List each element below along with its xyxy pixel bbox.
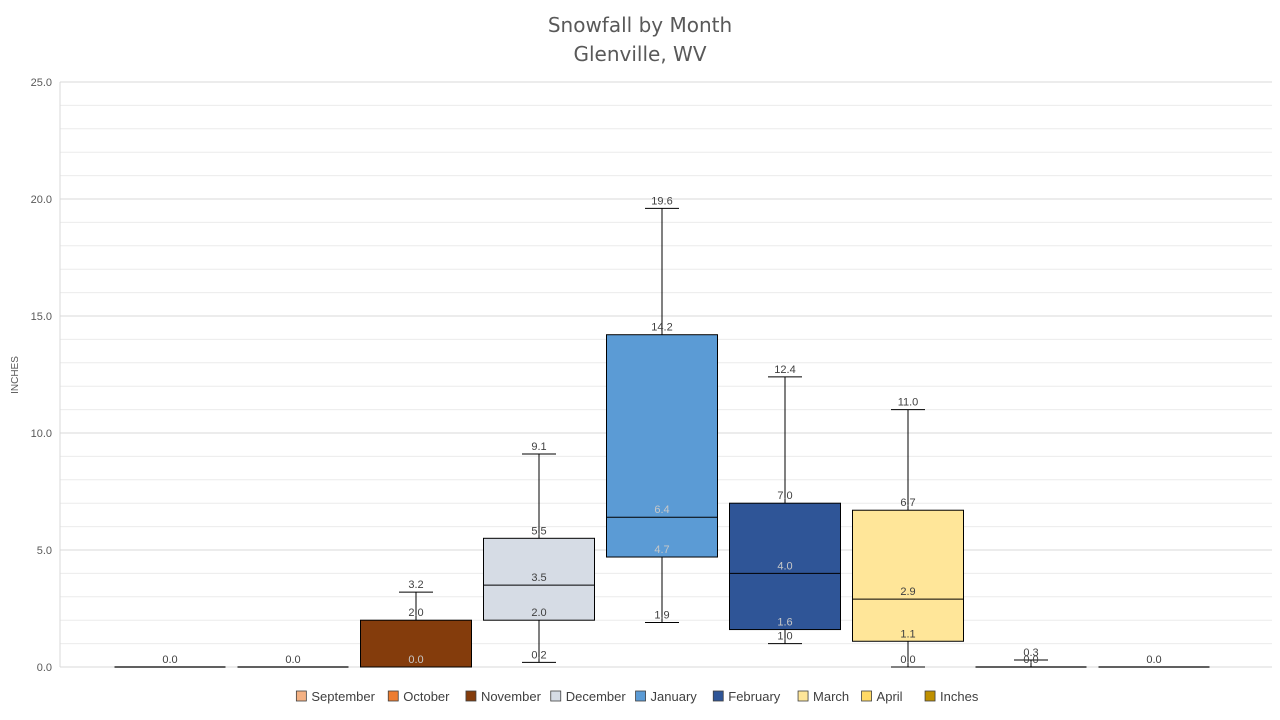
legend-item-april: April [861,689,903,704]
legend-label: March [813,689,849,704]
data-label: 2.0 [408,607,423,619]
data-label: 1.6 [777,617,792,629]
y-tick-label: 5.0 [37,545,52,557]
legend-swatch [465,690,477,702]
y-tick-label: 10.0 [31,428,52,440]
data-label: 7.0 [777,490,792,502]
chart-title: Snowfall by Month [548,13,732,37]
data-label: 1.9 [654,610,669,622]
data-label: 0.0 [162,654,177,666]
y-tick-label: 0.0 [37,662,52,674]
legend-swatch [861,690,872,702]
legend-item-october: October [387,689,450,704]
legend-item-september: September [295,689,376,704]
legend-item-february: February [712,689,781,704]
legend-label: December [566,689,627,704]
data-label: 3.2 [408,579,423,591]
data-label: 3.5 [531,572,546,584]
y-tick-label: 15.0 [31,311,52,323]
data-label: 2.9 [900,586,915,598]
legend-label: Inches [940,689,979,704]
data-label: 14.2 [651,322,672,334]
legend-swatch [712,690,724,702]
data-label: 0.0 [900,654,915,666]
legend-label: April [877,689,903,704]
data-label: 5.5 [531,525,546,537]
data-label: 0.2 [531,649,546,661]
box-january [606,207,718,624]
legend-swatch [387,690,399,702]
legend-item-march: March [797,689,849,704]
legend-item-inches: Inches [924,689,979,704]
box-february [729,376,841,645]
y-axis-label: INCHES [10,356,21,394]
data-labels: 0.0 0.0 3.2 2.0 0.0 9.1 5.5 3.5 2.0 0.2 19.6 14.2 6.… [162,195,1161,666]
data-label: 2.0 [531,607,546,619]
legend-label: February [728,689,781,704]
box-december [483,453,595,663]
data-label: 1.0 [777,631,792,643]
legend-swatch [797,690,809,702]
data-label: 0.0 [1146,654,1161,666]
legend-label: November [481,689,542,704]
data-label: 4.7 [654,544,669,556]
box-iqr [852,509,964,642]
data-label: 11.0 [898,397,919,409]
legend-swatch [550,690,562,702]
legend-item-december: December [550,689,627,704]
box-iqr [729,502,841,631]
box-april [975,659,1087,668]
data-label: 0.0 [408,654,423,666]
data-label: 12.4 [774,364,795,376]
chart-subtitle: Glenville, WV [573,42,706,66]
data-label: 6.7 [900,497,915,509]
legend-swatch [295,690,307,702]
legend-swatch [924,690,936,702]
data-label: 0.0 [1023,654,1038,666]
box-november [360,591,472,668]
data-label: 6.4 [654,504,669,516]
box-series [114,207,1210,668]
data-label: 9.1 [531,441,546,453]
y-tick-label: 25.0 [31,77,52,89]
y-axis-ticks: 0.0 5.0 10.0 15.0 20.0 25.0 [31,77,52,674]
legend-item-january: January [635,689,698,704]
box-iqr [360,619,472,668]
data-label: 19.6 [651,195,672,207]
data-label: 0.3 [1023,647,1038,659]
legend-swatch [635,690,646,702]
legend: September October November December January F… [295,689,979,704]
y-tick-label: 20.0 [31,194,52,206]
box-iqr [483,537,595,621]
box-iqr [606,334,718,558]
box-march [852,409,964,668]
legend-label: October [403,689,450,704]
legend-item-november: November [465,689,542,704]
data-label: 0.0 [285,654,300,666]
data-label: 1.1 [900,628,915,640]
data-label: 4.0 [777,560,792,572]
legend-label: January [651,689,698,704]
legend-label: September [311,689,375,704]
